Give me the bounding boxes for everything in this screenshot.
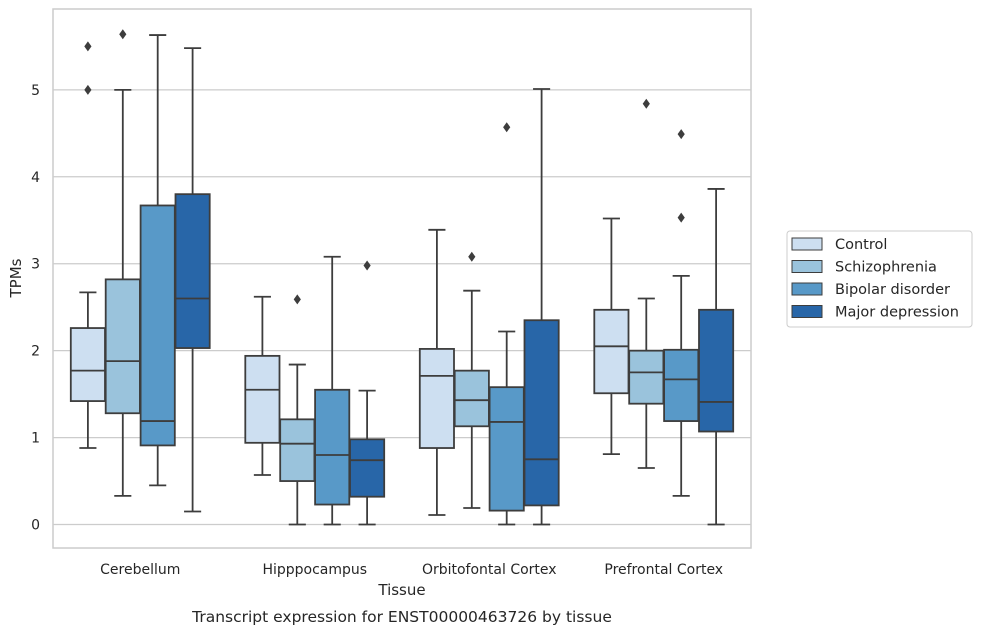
legend-swatch (791, 305, 823, 318)
box (523, 88, 560, 526)
outlier-point (642, 98, 650, 109)
box (663, 129, 700, 497)
y-tick-label: 2 (31, 344, 40, 360)
legend-label: Control (835, 237, 887, 253)
x-tick-label: Orbitofontal Cortex (422, 562, 557, 578)
box (453, 251, 490, 509)
plot-area-frame (52, 8, 752, 549)
outlier-point (293, 294, 301, 305)
box-iqr (174, 193, 211, 349)
box (488, 122, 525, 526)
box-iqr (104, 278, 141, 415)
box (593, 217, 630, 456)
box-iqr (279, 418, 316, 482)
legend-swatch (791, 237, 823, 251)
box-iqr (453, 369, 490, 428)
box-groups (69, 29, 735, 526)
outlier-point (468, 251, 476, 262)
outlier-point (84, 41, 92, 52)
box (314, 255, 351, 526)
outlier-point (363, 260, 371, 271)
box-iqr (698, 308, 735, 433)
box-iqr (139, 204, 176, 447)
box-iqr (69, 327, 106, 402)
box-iqr (593, 308, 630, 395)
y-axis-title: TPMs (7, 258, 25, 298)
category-group (418, 88, 560, 526)
box-iqr (349, 438, 386, 498)
x-tick-label: Prefrontal Cortex (604, 562, 723, 578)
box-iqr (663, 348, 700, 422)
box-iqr (244, 354, 281, 444)
y-tick-label: 1 (31, 431, 40, 447)
category-group (593, 98, 735, 526)
y-tick-label: 3 (31, 257, 40, 273)
box (628, 98, 665, 469)
figure-caption: Transcript expression for ENST0000046372… (191, 608, 612, 626)
box (174, 47, 211, 513)
box (698, 188, 735, 526)
box-iqr (488, 386, 525, 512)
legend-swatch (791, 260, 823, 273)
legend-label: Schizophrenia (835, 260, 937, 276)
legend-swatch (791, 282, 823, 296)
x-axis-title: Tissue (377, 581, 425, 599)
box (349, 260, 386, 526)
legend-frame (786, 230, 973, 328)
legend-label: Bipolar disorder (835, 282, 950, 298)
outlier-point (84, 84, 92, 95)
outlier-point (503, 122, 511, 133)
box (104, 29, 141, 497)
x-tick-label: Hipppocampus (262, 562, 367, 578)
x-tick-labels: Cerebellum Hipppocampus Orbitofontal Corte… (100, 562, 723, 578)
x-tick-label: Cerebellum (100, 562, 180, 578)
legend-label: Major depression (835, 305, 959, 321)
y-tick-label: 0 (31, 518, 40, 534)
box-iqr (314, 388, 351, 506)
box (244, 295, 281, 476)
outlier-point (677, 212, 685, 223)
box-iqr (628, 349, 665, 405)
box-iqr (523, 319, 560, 507)
y-tick-label: 4 (31, 170, 40, 186)
box-iqr (418, 348, 455, 449)
y-tick-labels: 0 1 2 3 4 5 (31, 83, 40, 534)
box (139, 34, 176, 487)
category-group (69, 29, 211, 513)
box (418, 228, 455, 516)
category-group (244, 255, 386, 526)
outlier-point (119, 29, 127, 40)
outlier-point (677, 129, 685, 140)
legend: Control Schizophrenia Bipolar disorder Majo… (786, 230, 973, 328)
y-tick-label: 5 (31, 83, 40, 99)
box (69, 41, 106, 449)
